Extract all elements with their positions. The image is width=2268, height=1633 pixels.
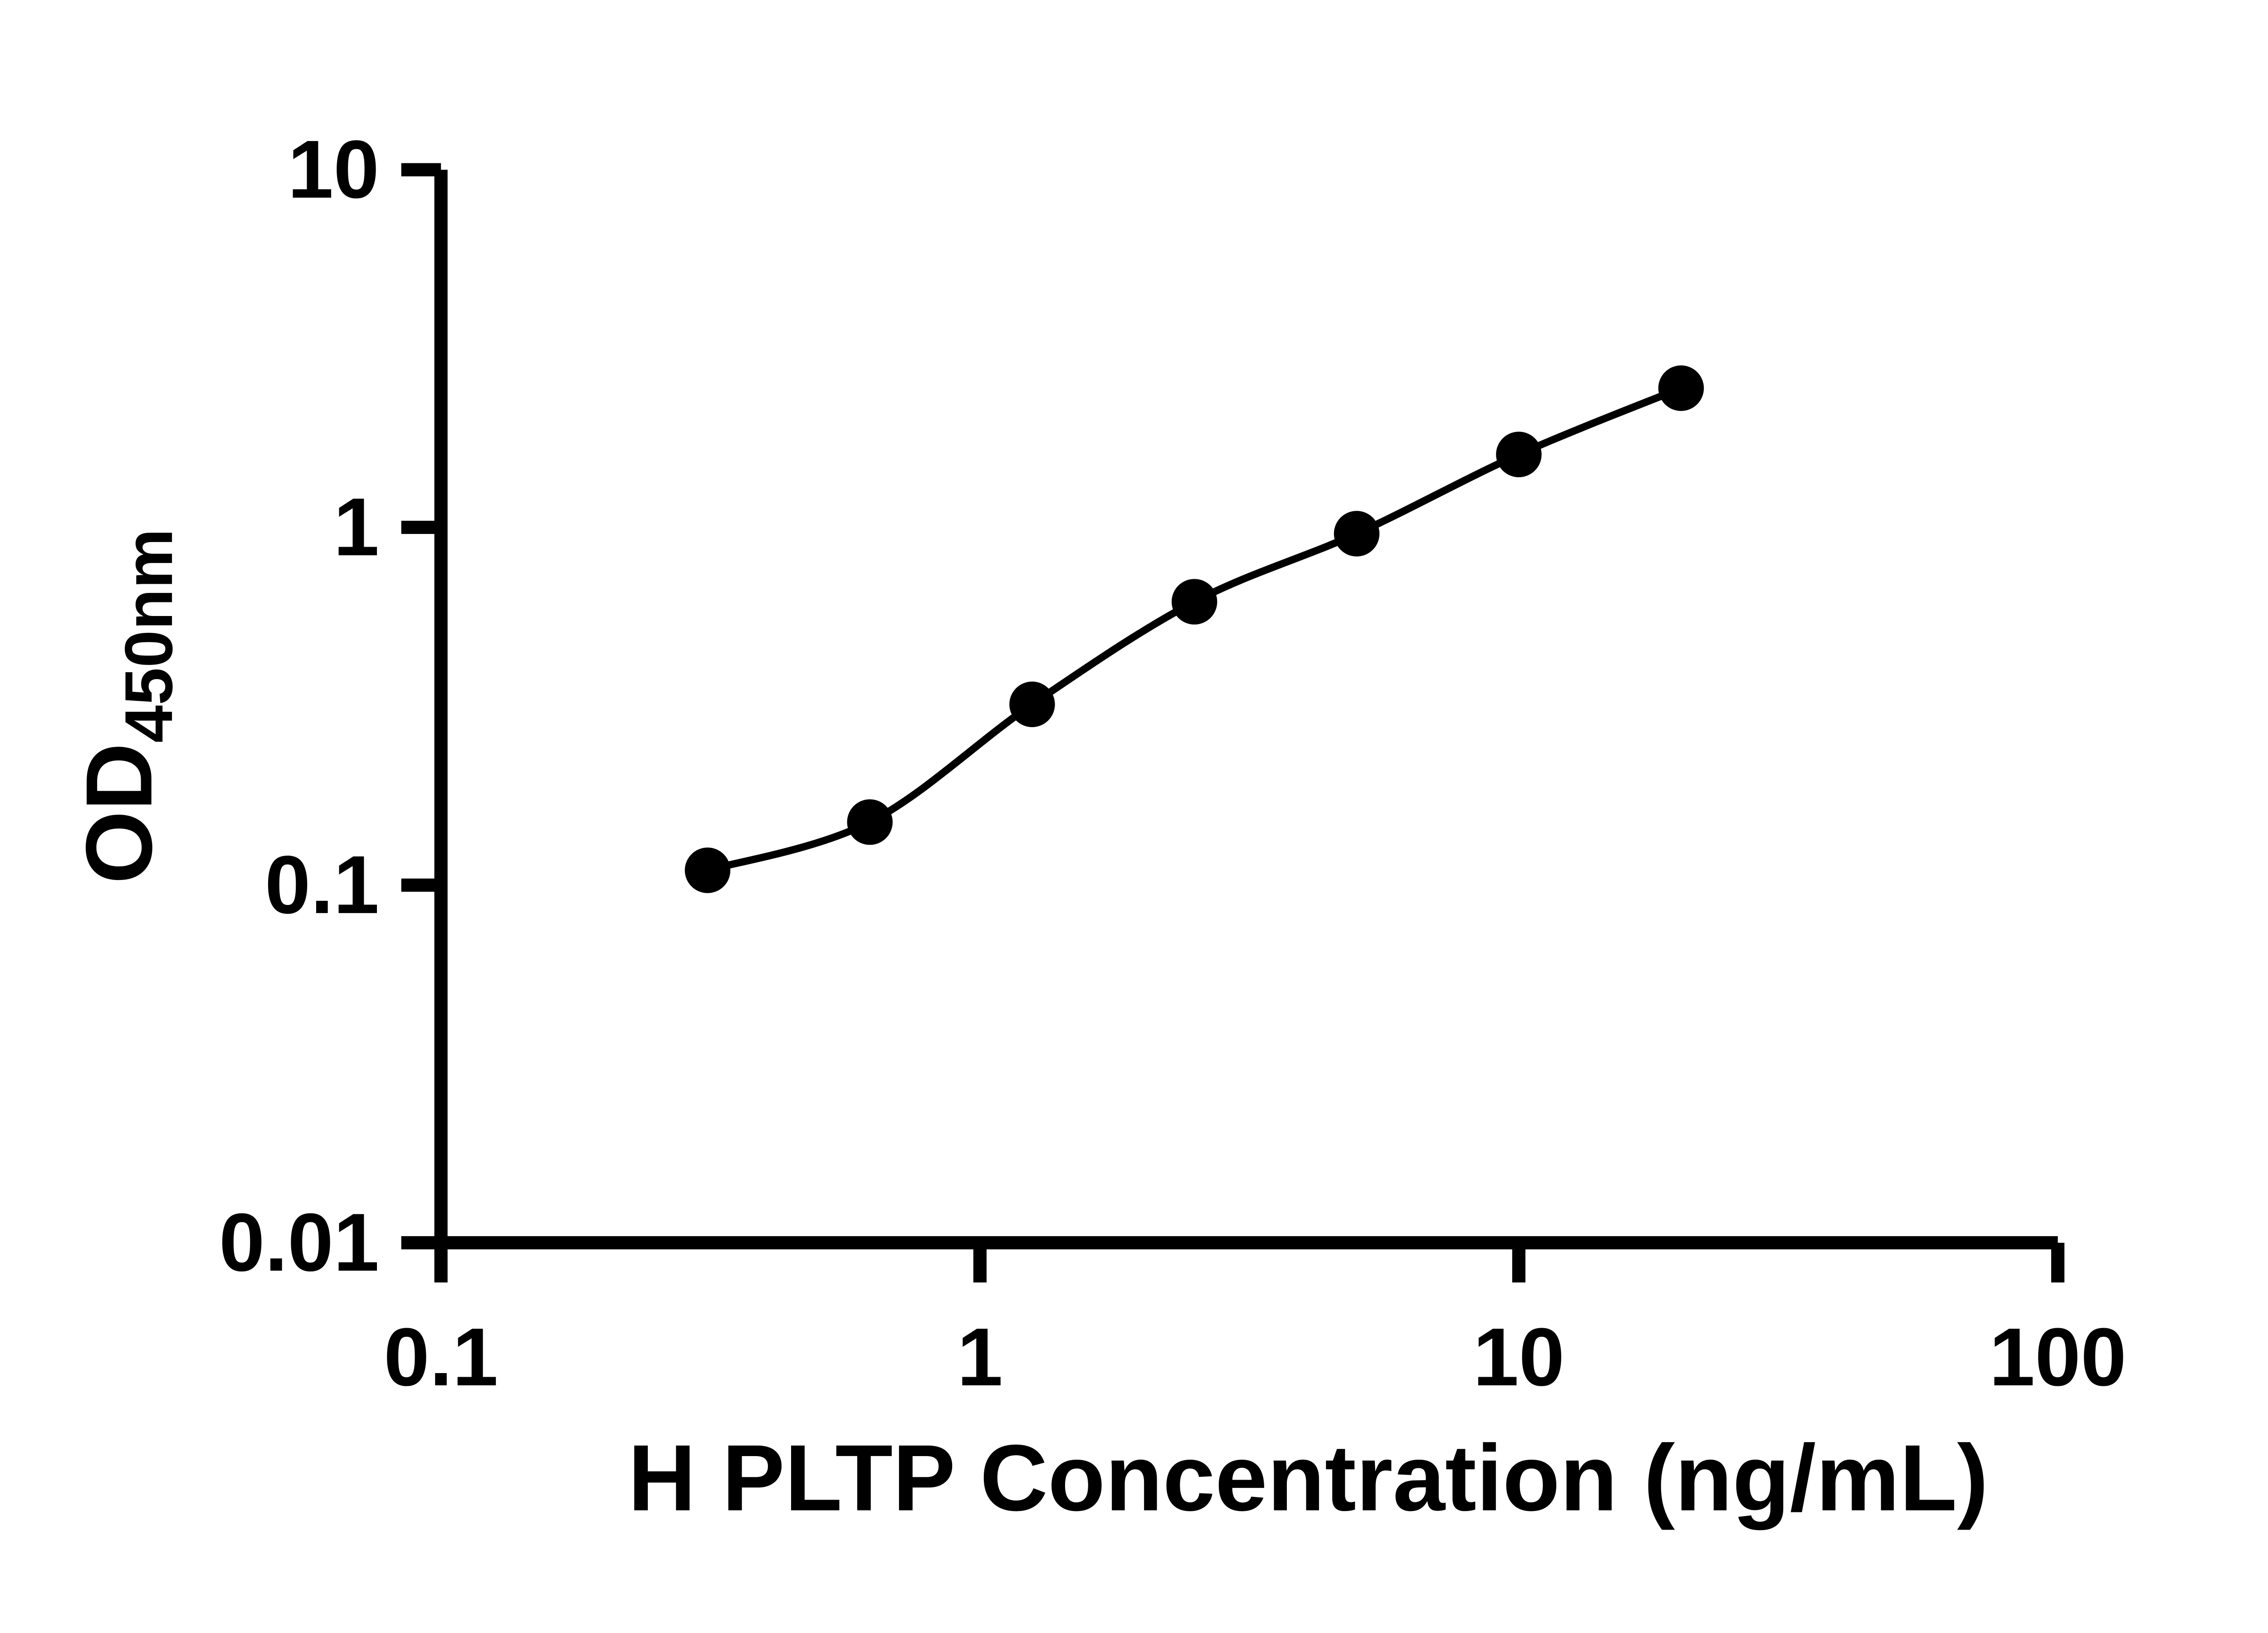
x-axis-title: H PLTP Concentration (ng/mL) <box>628 1425 1988 1530</box>
x-tick-label: 1 <box>957 1311 1003 1403</box>
y-axis-title: OD450nm <box>66 528 186 884</box>
y-tick-label: 0.1 <box>265 839 379 931</box>
axes <box>434 170 2058 1250</box>
data-point <box>847 799 893 845</box>
y-axis-title-subscript: 450nm <box>111 528 186 743</box>
data-point <box>1658 365 1704 411</box>
data-point <box>1334 511 1380 557</box>
y-tick-label: 10 <box>288 124 379 215</box>
data-point <box>1009 681 1055 727</box>
x-tick-label: 0.1 <box>384 1311 498 1403</box>
data-point <box>1496 431 1542 478</box>
x-tick-label: 100 <box>1989 1311 2126 1403</box>
x-tick-label: 10 <box>1473 1311 1564 1403</box>
data-point <box>1171 579 1217 625</box>
y-tick-label: 0.01 <box>219 1197 379 1288</box>
data-point <box>684 847 731 893</box>
y-axis-title-main: OD <box>66 743 171 884</box>
y-tick-label: 1 <box>333 481 379 573</box>
